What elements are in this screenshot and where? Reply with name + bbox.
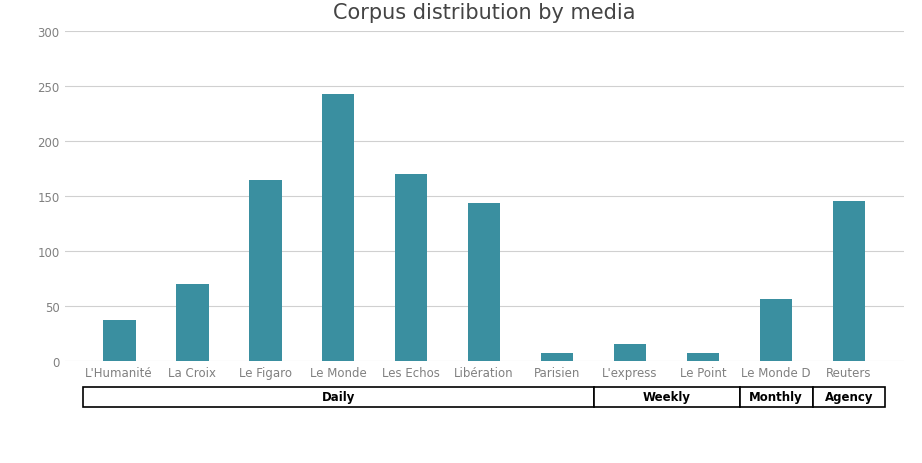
Bar	[833, 201, 866, 361]
Bar	[249, 180, 281, 361]
Bar	[467, 203, 501, 361]
Bar	[176, 284, 208, 361]
Bar	[102, 320, 136, 361]
Text: Daily: Daily	[322, 391, 355, 404]
Text: Agency: Agency	[825, 391, 873, 404]
Text: Weekly: Weekly	[643, 391, 691, 404]
Bar	[395, 175, 428, 361]
Bar	[322, 95, 354, 361]
Text: Monthly: Monthly	[750, 391, 803, 404]
Bar	[687, 353, 719, 361]
Bar	[614, 344, 646, 361]
Title: Corpus distribution by media: Corpus distribution by media	[333, 3, 635, 23]
Bar	[540, 353, 573, 361]
Bar	[760, 300, 792, 361]
